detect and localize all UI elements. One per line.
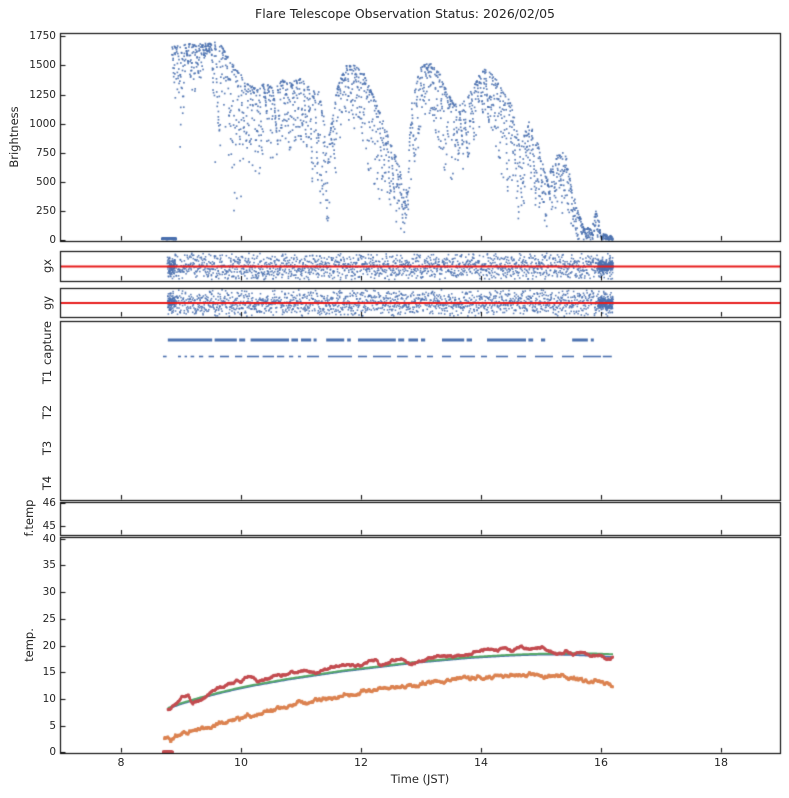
- temp-tick-label: 40: [42, 532, 56, 545]
- x-axis-label: Time (JST): [390, 772, 450, 786]
- temp-tick-label: 35: [42, 559, 56, 572]
- events-row-label-capture: capture: [40, 320, 54, 366]
- x-tick-label: 18: [714, 756, 728, 769]
- brightness-tick-label: 1500: [29, 59, 56, 72]
- gy-axis-label: gy: [40, 295, 54, 311]
- brightness-tick-label: 750: [35, 146, 56, 159]
- temp-tick-label: 25: [42, 612, 56, 625]
- brightness-tick-label: 0: [49, 233, 56, 246]
- temp-tick-label: 0: [49, 746, 56, 759]
- temp-tick-label: 30: [42, 586, 56, 599]
- temp-tick-label: 10: [42, 692, 56, 705]
- x-tick-label: 8: [117, 756, 125, 769]
- x-tick-label: 10: [234, 756, 248, 769]
- events-row-label-t3: T3: [40, 440, 54, 456]
- brightness-tick-label: 250: [35, 204, 56, 217]
- events-row-label-t4: T4: [40, 475, 54, 491]
- temp-tick-label: 5: [49, 719, 56, 732]
- temp-tick-label: 15: [42, 666, 56, 679]
- x-tick-label: 12: [354, 756, 368, 769]
- events-row-label-t2: T2: [40, 404, 54, 420]
- brightness-tick-label: 500: [35, 175, 56, 188]
- ftemp-tick-label: 45: [42, 519, 56, 532]
- brightness-tick-label: 1000: [29, 117, 56, 130]
- x-tick-label: 16: [594, 756, 608, 769]
- brightness-tick-label: 1250: [29, 88, 56, 101]
- chart-title: Flare Telescope Observation Status: 2026…: [255, 6, 555, 21]
- events-row-label-t1: T1: [40, 369, 54, 385]
- ftemp-tick-label: 46: [42, 496, 56, 509]
- x-tick-label: 14: [474, 756, 488, 769]
- gx-axis-label: gx: [40, 258, 54, 274]
- temp-tick-label: 20: [42, 639, 56, 652]
- brightness-tick-label: 1750: [29, 30, 56, 43]
